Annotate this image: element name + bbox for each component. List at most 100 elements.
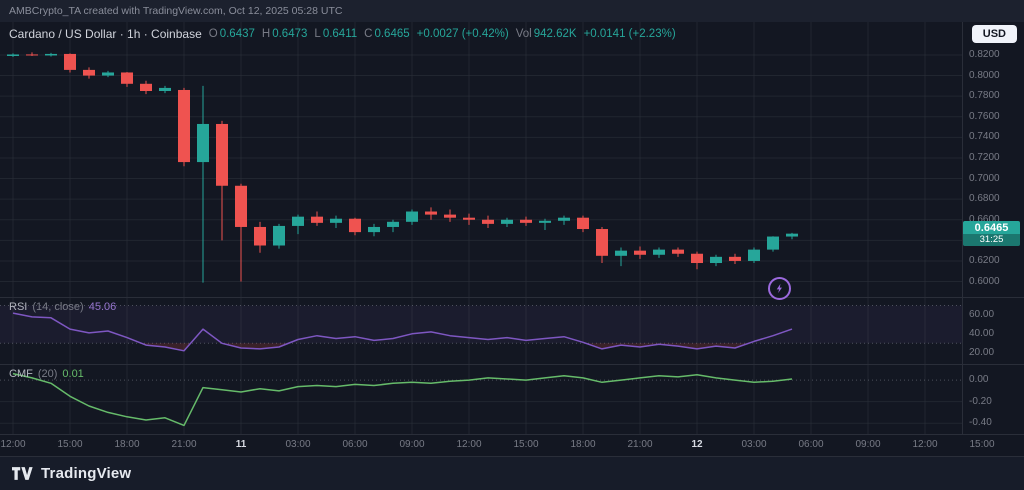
time-axis-label: 12:00 [456,439,482,450]
candle-body [45,53,57,56]
candle-body [482,219,494,224]
time-axis-label: 09:00 [855,439,881,450]
candle-body [178,89,190,163]
candle-body [102,72,114,76]
candle-body [710,256,722,264]
candle-body [235,185,247,227]
price-axis-label: 0.8000 [969,69,1000,81]
ohlc-close: C 0.6465 [364,28,410,40]
candle-body [767,236,779,250]
footer-bar: TradingView [0,457,1024,490]
candle-body [349,218,361,233]
lightning-icon [776,283,782,294]
candle-body [444,214,456,218]
price-axis-label: 0.7200 [969,151,1000,163]
volume: Vol 942.62K [515,28,577,40]
time-axis-label: 06:00 [342,439,368,450]
candle-body [463,217,475,220]
pane-divider[interactable] [0,364,1024,365]
price-axis-label: 0.7000 [969,172,1000,184]
attribution-bar: AMBCrypto_TA created with TradingView.co… [0,0,1024,22]
cmf-axis-label: -0.20 [969,395,992,407]
price-axis-label: 0.7800 [969,90,1000,102]
time-axis-label: 12 [691,439,703,450]
time-axis-label: 18:00 [570,439,596,450]
candle-body [368,226,380,233]
candle-body [7,54,19,56]
time-axis-label: 15:00 [969,439,995,450]
price-axis-label: 0.8200 [969,48,1000,60]
cmf-line [12,372,793,427]
candle-body [748,249,760,261]
time-axis[interactable]: 12:00 15:00 18:00 21:00 11 03:00 06:00 09:00 12:… [0,435,1024,456]
time-axis-label: 15:00 [513,439,539,450]
ohlc-open: O 0.6437 [208,28,255,40]
bar-countdown: 31:25 [963,233,1020,246]
candle-body [672,249,684,254]
price-axis-label: 0.7600 [969,110,1000,122]
price-axis-label: 0.6800 [969,193,1000,205]
time-axis-label: 11 [235,439,247,450]
candle-body [406,211,418,222]
candle-body [273,225,285,246]
time-axis-label: 03:00 [285,439,311,450]
price-pane[interactable] [0,22,962,297]
candle-body [425,211,437,215]
chart-marker-icon[interactable] [768,277,791,300]
time-axis-label: 21:00 [627,439,653,450]
candle-body [558,217,570,221]
candle-body [786,233,798,237]
candle-body [64,53,76,70]
candle-body [729,256,741,261]
currency-toggle-button[interactable]: USD [971,25,1017,43]
candle-body [501,219,513,224]
time-axis-divider [0,434,1024,435]
volume-change: +0.0141 (+2.23%) [583,28,676,40]
time-axis-label: 09:00 [399,439,425,450]
rsi-axis-label: 40.00 [969,327,995,339]
candle-body [615,250,627,256]
rsi-legend[interactable]: RSI (14, close) 45.06 [9,301,117,313]
price-axis-label: 0.7400 [969,131,1000,143]
tradingview-logo-icon[interactable] [12,466,33,481]
candle-body [292,216,304,226]
time-axis-label: 18:00 [114,439,140,450]
rsi-pane[interactable] [0,298,962,364]
rsi-axis-label: 20.00 [969,346,995,358]
candle-body [691,253,703,264]
time-axis-label: 12:00 [0,439,26,450]
pane-divider[interactable] [0,297,1024,298]
candle-body [140,83,152,92]
candle-body [254,226,266,246]
rsi-value: 45.06 [88,301,117,313]
candle-body [634,250,646,255]
cmf-axis-label: 0.00 [969,374,989,386]
candle-body [121,72,133,84]
candle-body [520,219,532,223]
footer-divider [0,456,1024,457]
candle-body [216,123,228,186]
candle-body [311,216,323,223]
cmf-axis-label: -0.40 [969,417,992,429]
price-axis-divider [962,22,963,434]
price-axis-label: 0.6200 [969,254,1000,266]
candle-body [539,220,551,223]
candle-body [83,69,95,76]
symbol-title[interactable]: Cardano / US Dollar · 1h · Coinbase [9,27,202,41]
rsi-axis-label: 60.00 [969,308,995,320]
price-axis-label: 0.6000 [969,275,1000,287]
rsi-line [12,312,793,352]
last-price-badge: 0.6465 31:25 [963,220,1020,246]
time-axis-label: 12:00 [912,439,938,450]
tradingview-wordmark[interactable]: TradingView [41,465,132,482]
time-axis-label: 15:00 [57,439,83,450]
cmf-pane[interactable] [0,365,962,434]
cmf-legend[interactable]: CMF (20) 0.01 [9,368,84,380]
ohlc-low: L 0.6411 [314,28,358,40]
candle-body [596,229,608,256]
attribution-text: AMBCrypto_TA created with TradingView.co… [9,5,343,17]
candle-body [387,221,399,227]
candle-body [26,54,38,56]
price-change: +0.0027 (+0.42%) [416,28,509,40]
time-axis-label: 06:00 [798,439,824,450]
